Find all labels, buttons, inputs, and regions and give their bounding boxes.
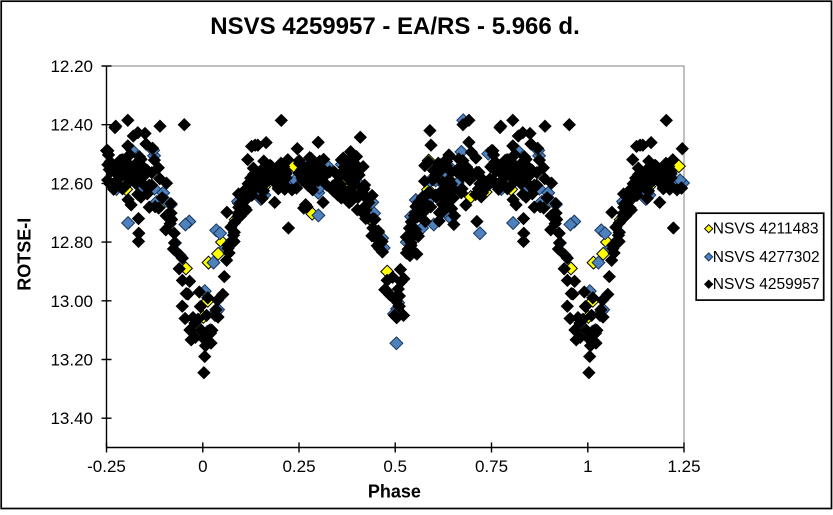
svg-text:Phase: Phase (368, 482, 421, 502)
svg-text:13.00: 13.00 (50, 292, 93, 311)
svg-text:0: 0 (198, 457, 207, 476)
svg-text:NSVS 4211483: NSVS 4211483 (713, 221, 819, 238)
svg-text:ROTSE-I: ROTSE-I (15, 218, 35, 291)
svg-text:1: 1 (583, 457, 592, 476)
svg-text:12.60: 12.60 (50, 174, 93, 193)
svg-text:0.5: 0.5 (383, 457, 407, 476)
svg-text:-0.25: -0.25 (87, 457, 126, 476)
svg-text:12.40: 12.40 (50, 116, 93, 135)
svg-text:NSVS 4277302: NSVS 4277302 (713, 249, 820, 266)
svg-text:13.20: 13.20 (50, 351, 93, 370)
svg-text:1.25: 1.25 (667, 457, 700, 476)
svg-text:NSVS 4259957: NSVS 4259957 (713, 276, 820, 293)
svg-text:12.20: 12.20 (50, 57, 93, 76)
svg-text:0.75: 0.75 (475, 457, 508, 476)
svg-text:12.80: 12.80 (50, 233, 93, 252)
svg-text:13.40: 13.40 (50, 409, 93, 428)
svg-text:0.25: 0.25 (282, 457, 315, 476)
svg-text:NSVS 4259957 - EA/RS - 5.966 d: NSVS 4259957 - EA/RS - 5.966 d. (210, 13, 580, 40)
